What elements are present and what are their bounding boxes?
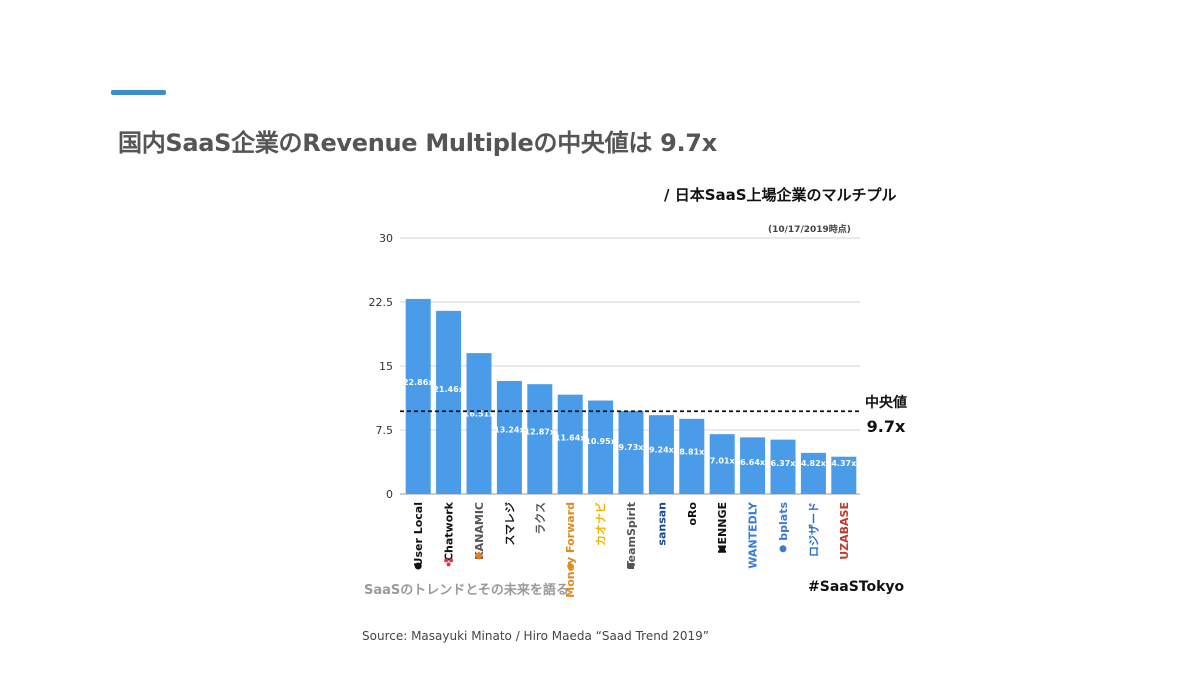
company-logo-label: UZABASE <box>838 502 851 560</box>
company-name-label: KANAMIC <box>473 502 486 560</box>
company-name-label: bplats <box>777 502 790 541</box>
median-value-label: 9.7x <box>867 417 906 436</box>
company-name-label: ロジザード <box>807 502 820 557</box>
footer-tagline: SaaSのトレンドとその未来を語る <box>364 583 569 598</box>
bar <box>436 310 462 494</box>
logo-square-icon <box>628 563 634 569</box>
footer-hashtag: #SaaSTokyo <box>808 579 905 595</box>
logo-circle-icon <box>779 545 787 553</box>
chart-date-note: (10/17/2019時点) <box>768 225 851 235</box>
bar-value-label: 13.24x <box>494 425 525 434</box>
bar-value-label: 8.81x <box>679 447 705 456</box>
logo-circle-icon <box>414 562 422 570</box>
logo-dots-icon <box>449 558 454 563</box>
y-tick-label: 0 <box>386 488 393 501</box>
logo-flame-icon <box>567 563 574 569</box>
bar <box>588 400 614 494</box>
bar <box>496 381 522 494</box>
company-logo-label: bplats <box>777 502 790 541</box>
company-logo-label: KANAMIC <box>473 502 486 560</box>
logo-diamond-icon <box>474 551 484 560</box>
bar <box>740 437 766 494</box>
logo-dots-icon <box>446 562 451 567</box>
bar-value-label: 9.73x <box>619 443 645 452</box>
bar-value-label: 11.64x <box>555 433 586 442</box>
company-name-label: ラクス <box>534 502 547 535</box>
bar <box>466 353 492 494</box>
y-tick-label: 30 <box>379 232 393 245</box>
company-name-label: HENNGE <box>716 502 729 554</box>
company-logo-label: sansan <box>655 502 668 546</box>
company-name-label: カオナビ <box>594 502 608 546</box>
bar-value-label: 4.37x <box>831 459 857 468</box>
company-name-label: Money Forward <box>564 502 577 598</box>
company-name-label: TeamSpirit <box>625 502 638 568</box>
accent-bar <box>111 90 166 95</box>
company-logo-label: User Local <box>412 502 425 566</box>
bar <box>405 298 431 494</box>
bar-value-label: 21.46x <box>433 385 464 394</box>
company-name-label: WANTEDLY <box>747 501 760 569</box>
bar <box>557 394 583 494</box>
company-name-label: Chatwork <box>443 501 456 561</box>
logo-dots-icon <box>444 558 449 563</box>
chart-subtitle: / 日本SaaS上場企業のマルチプル <box>664 186 897 204</box>
bar-value-label: 22.86x <box>403 378 434 387</box>
company-logo-label: WANTEDLY <box>747 501 760 569</box>
median-layer: 中央値 9.7x <box>400 394 907 436</box>
company-name-label: oRo <box>686 502 699 526</box>
company-name-label: sansan <box>655 502 668 546</box>
company-name-label: スマレジ <box>503 502 516 546</box>
bar-value-label: 10.95x <box>585 437 616 446</box>
bar <box>648 415 674 494</box>
company-name-label: UZABASE <box>838 502 851 560</box>
company-logo-label: HENNGE <box>716 502 729 554</box>
bar-value-label: 9.24x <box>649 445 675 454</box>
company-name-label: User Local <box>412 502 425 566</box>
company-logo-label: スマレジ <box>503 502 516 546</box>
company-logo-label: Money Forward <box>564 502 577 598</box>
bar-value-label: 7.01x <box>710 456 736 465</box>
bar-value-label: 6.37x <box>771 459 797 468</box>
y-tick-label: 15 <box>379 360 393 373</box>
source-citation: Source: Masayuki Minato / Hiro Maeda “Sa… <box>362 629 709 643</box>
labels-layer: User Local Chatwork KANAMIC スマレジ ラクス Money Fo… <box>412 501 851 598</box>
company-logo-label: TeamSpirit <box>625 502 638 568</box>
median-label: 中央値 <box>865 394 907 411</box>
bar <box>527 384 553 494</box>
y-tick-label: 22.5 <box>369 296 394 309</box>
y-tick-label: 7.5 <box>376 424 394 437</box>
bar <box>709 434 735 494</box>
company-logo-label: oRo <box>686 502 699 526</box>
bar-value-label: 16.51x <box>464 409 495 418</box>
bar-value-label: 12.87x <box>525 427 556 436</box>
bar <box>831 456 857 494</box>
company-logo-label: ロジザード <box>807 502 820 557</box>
logo-square-icon <box>719 545 726 552</box>
bar <box>679 418 705 494</box>
company-logo-label: カオナビ <box>594 502 608 546</box>
company-logo-label: ラクス <box>534 502 547 535</box>
bar-value-label: 6.64x <box>740 458 766 467</box>
bar <box>618 410 644 494</box>
bar <box>800 452 826 494</box>
bar <box>770 439 796 494</box>
bar-value-label: 4.82x <box>801 459 827 468</box>
slide-title: 国内SaaS企業のRevenue Multipleの中央値は 9.7x <box>118 129 717 157</box>
company-logo-label: Chatwork <box>443 501 456 561</box>
